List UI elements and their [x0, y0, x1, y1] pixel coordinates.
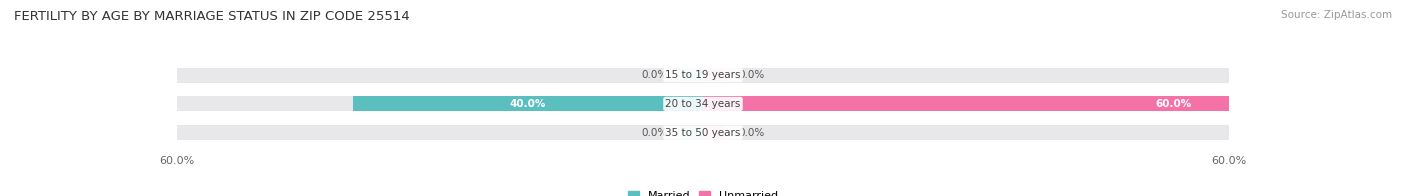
Legend: Married, Unmarried: Married, Unmarried [627, 191, 779, 196]
Text: 60.0%: 60.0% [1156, 99, 1192, 109]
Bar [681, 69, 703, 81]
Bar [703, 126, 725, 139]
Text: 0.0%: 0.0% [641, 128, 668, 138]
Bar [681, 126, 703, 139]
Bar [177, 125, 1229, 140]
Text: 40.0%: 40.0% [509, 99, 546, 109]
Text: 0.0%: 0.0% [738, 128, 765, 138]
Bar [177, 96, 1229, 111]
Bar [703, 69, 725, 81]
Bar [703, 96, 1229, 111]
Bar [353, 96, 703, 111]
Text: 35 to 50 years: 35 to 50 years [665, 128, 741, 138]
Text: 20 to 34 years: 20 to 34 years [665, 99, 741, 109]
Bar [177, 68, 1229, 83]
Text: Source: ZipAtlas.com: Source: ZipAtlas.com [1281, 10, 1392, 20]
Text: 0.0%: 0.0% [641, 70, 668, 80]
Text: 0.0%: 0.0% [738, 70, 765, 80]
Text: 15 to 19 years: 15 to 19 years [665, 70, 741, 80]
Text: FERTILITY BY AGE BY MARRIAGE STATUS IN ZIP CODE 25514: FERTILITY BY AGE BY MARRIAGE STATUS IN Z… [14, 10, 409, 23]
